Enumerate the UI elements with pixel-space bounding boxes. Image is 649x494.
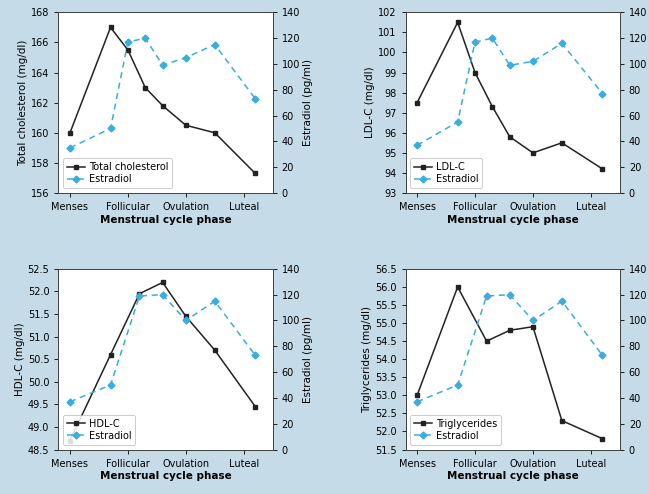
Legend: LDL-C, Estradiol: LDL-C, Estradiol xyxy=(410,159,482,188)
Legend: Triglycerides, Estradiol: Triglycerides, Estradiol xyxy=(410,415,501,445)
X-axis label: Menstrual cycle phase: Menstrual cycle phase xyxy=(100,215,232,225)
X-axis label: Menstrual cycle phase: Menstrual cycle phase xyxy=(447,215,578,225)
Y-axis label: Estradiol (pg/ml): Estradiol (pg/ml) xyxy=(303,316,313,403)
Legend: HDL-C, Estradiol: HDL-C, Estradiol xyxy=(63,415,135,445)
Legend: Total cholesterol, Estradiol: Total cholesterol, Estradiol xyxy=(63,159,172,188)
X-axis label: Menstrual cycle phase: Menstrual cycle phase xyxy=(447,471,578,481)
Y-axis label: Triglycerides (mg/dl): Triglycerides (mg/dl) xyxy=(362,306,372,412)
Y-axis label: Total cholesterol (mg/dl): Total cholesterol (mg/dl) xyxy=(18,40,28,166)
X-axis label: Menstrual cycle phase: Menstrual cycle phase xyxy=(100,471,232,481)
Y-axis label: Estradiol (pg/ml): Estradiol (pg/ml) xyxy=(303,59,313,146)
Y-axis label: HDL-C (mg/dl): HDL-C (mg/dl) xyxy=(15,323,25,396)
Y-axis label: LDL-C (mg/dl): LDL-C (mg/dl) xyxy=(365,67,375,138)
